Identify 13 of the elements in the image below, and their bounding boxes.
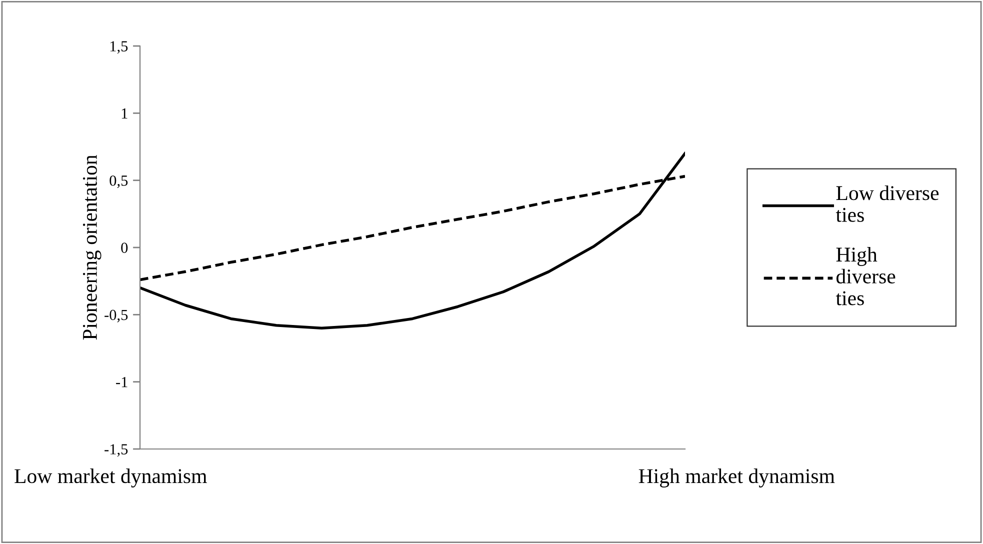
- y-tick-label: 0: [121, 242, 128, 253]
- y-tick-label: -1: [116, 377, 128, 388]
- text: High market dynamism: [638, 468, 835, 488]
- text: Low market dynamism: [14, 468, 207, 488]
- line-series: [140, 152, 685, 330]
- legend-label: High diverse ties: [836, 246, 896, 306]
- y-axis-title: Pioneering orientation: [82, 154, 102, 340]
- y-tick-label: -0,5: [104, 310, 128, 322]
- y-tick-label: 0,5: [110, 175, 128, 188]
- y-tick-label: -1,5: [104, 444, 128, 457]
- y-tick-label: 1: [122, 108, 128, 118]
- legend-label: Low diverse ties: [836, 185, 939, 222]
- y-tick-label: 1,5: [110, 41, 128, 54]
